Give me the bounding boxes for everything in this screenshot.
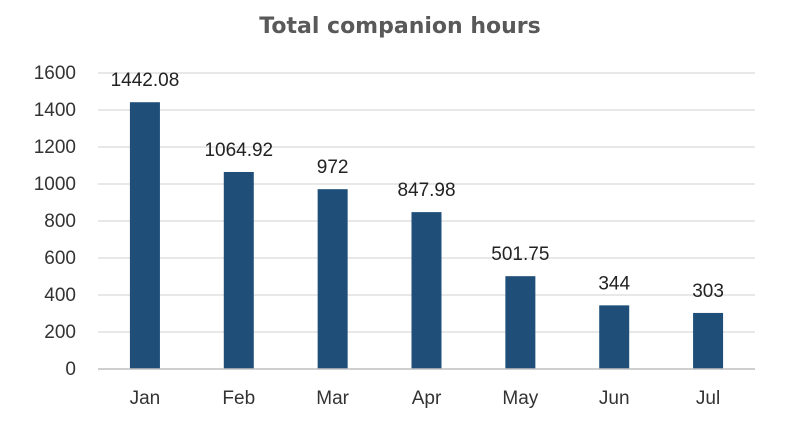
data-label-apr: 847.98 xyxy=(397,180,455,201)
bars xyxy=(129,102,724,369)
y-tick-label: 600 xyxy=(44,248,76,269)
y-tick-label: 1400 xyxy=(34,100,76,121)
x-tick-label-jul: Jul xyxy=(696,388,720,409)
x-tick-label-feb: Feb xyxy=(222,388,255,409)
y-tick-label: 800 xyxy=(44,211,76,232)
x-tick-label-mar: Mar xyxy=(316,388,349,409)
data-label-jul: 303 xyxy=(692,281,724,302)
data-label-jan: 1442.08 xyxy=(111,70,180,91)
y-tick-label: 200 xyxy=(44,322,76,343)
bar-jan xyxy=(129,102,160,369)
bar-apr xyxy=(411,212,442,369)
bar-jun xyxy=(599,305,630,369)
x-tick-label-jan: Jan xyxy=(130,388,161,409)
x-tick-label-may: May xyxy=(502,388,538,409)
x-tick-label-apr: Apr xyxy=(412,388,442,409)
y-tick-label: 1000 xyxy=(34,174,76,195)
bar-mar xyxy=(317,189,348,369)
y-tick-label: 0 xyxy=(65,359,76,380)
labels: 0 200 400 600 800 1000 1200 1400 1600 1442.08 Jan 1… xyxy=(34,63,724,409)
data-label-feb: 1064.92 xyxy=(204,140,273,161)
data-label-jun: 344 xyxy=(598,273,630,294)
data-label-may: 501.75 xyxy=(491,244,549,265)
data-label-mar: 972 xyxy=(317,157,349,178)
y-tick-label: 400 xyxy=(44,285,76,306)
y-tick-label: 1600 xyxy=(34,63,76,84)
y-tick-label: 1200 xyxy=(34,137,76,158)
chart-title: Total companion hours xyxy=(259,14,541,39)
bar-may xyxy=(505,276,536,369)
x-tick-label-jun: Jun xyxy=(599,388,630,409)
bar-jul xyxy=(693,312,724,369)
bar-feb xyxy=(223,171,254,369)
